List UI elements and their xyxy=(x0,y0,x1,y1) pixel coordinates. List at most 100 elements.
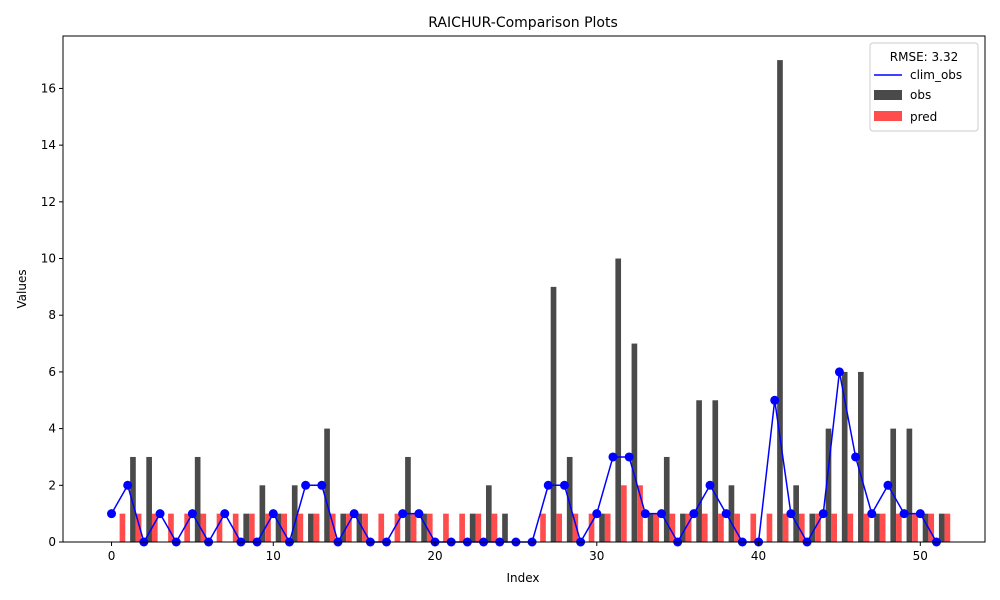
pred-bar xyxy=(410,513,417,542)
clim-obs-point xyxy=(543,480,553,490)
obs-bar xyxy=(615,258,622,542)
pred-bar xyxy=(863,513,870,542)
obs-bar xyxy=(922,513,929,542)
pred-bar xyxy=(750,513,757,542)
pred-bar xyxy=(685,513,692,542)
pred-bar xyxy=(475,513,482,542)
clim-obs-point xyxy=(851,452,861,462)
pred-bar xyxy=(669,513,676,542)
obs-bar xyxy=(874,513,880,542)
pred-bar xyxy=(426,513,433,542)
obs-bar xyxy=(841,371,848,542)
obs-bar xyxy=(938,513,945,542)
obs-bar xyxy=(906,428,913,542)
pred-bar xyxy=(313,513,320,542)
obs-bar xyxy=(858,371,864,542)
obs-bar xyxy=(809,513,816,542)
pred-bar xyxy=(281,513,288,542)
clim-obs-point xyxy=(398,509,408,519)
pred-bar xyxy=(912,513,918,542)
legend-label-clim-obs: clim_obs xyxy=(910,68,962,82)
x-tick-label: 10 xyxy=(266,549,281,563)
pred-bar xyxy=(249,513,255,542)
pred-bar xyxy=(718,513,724,542)
obs-bar xyxy=(243,513,250,542)
pred-bar xyxy=(701,513,708,542)
clim-obs-point xyxy=(721,509,731,519)
obs-bar xyxy=(599,513,605,542)
legend-swatch-obs xyxy=(874,90,902,100)
obs-bar xyxy=(550,286,557,542)
pred-bar xyxy=(572,513,579,542)
clim-obs-point xyxy=(559,480,569,490)
obs-bar xyxy=(890,428,897,542)
clim-obs-point xyxy=(656,509,666,519)
pred-bar xyxy=(621,485,627,542)
y-tick-label: 0 xyxy=(48,535,56,549)
clim-obs-point xyxy=(107,509,117,519)
plot-area xyxy=(107,60,951,547)
legend-box xyxy=(869,42,979,132)
pred-bar xyxy=(443,513,449,542)
clim-obs-point xyxy=(867,509,877,519)
pred-bar xyxy=(604,513,611,542)
chart-title: RAICHUR-Comparison Plots xyxy=(428,15,618,31)
y-axis: 0 2 4 6 8 10 12 14 16 xyxy=(41,81,63,549)
obs-bar xyxy=(647,513,654,542)
legend: RMSE: 3.32 clim_obs obs pred xyxy=(869,42,979,132)
legend-swatch-pred xyxy=(874,111,902,121)
x-tick-label: 40 xyxy=(751,549,766,563)
x-axis-label: Index xyxy=(506,571,539,585)
x-axis: 0 10 20 30 40 50 xyxy=(108,542,928,563)
y-axis-label: Values xyxy=(15,269,29,308)
y-tick-label: 6 xyxy=(48,365,56,379)
clim-obs-point xyxy=(155,509,165,519)
obs-bar xyxy=(308,513,314,542)
pred-bar xyxy=(459,513,465,542)
legend-label-obs: obs xyxy=(910,88,931,102)
pred-bar xyxy=(766,513,773,542)
obs-bar xyxy=(324,428,330,542)
clim-obs-point xyxy=(786,509,796,519)
y-tick-label: 14 xyxy=(41,138,56,152)
clim-obs-point xyxy=(187,509,197,519)
y-tick-label: 2 xyxy=(48,478,56,492)
pred-bar xyxy=(378,513,385,542)
pred-bar xyxy=(151,513,158,542)
obs-bar xyxy=(777,60,783,542)
obs-bar xyxy=(502,513,508,542)
y-tick-label: 16 xyxy=(41,81,56,95)
pred-bar xyxy=(896,513,902,542)
pred-bar xyxy=(346,513,352,542)
obs-bar xyxy=(259,485,266,542)
obs-bar xyxy=(728,485,735,542)
clim-obs-point xyxy=(220,509,230,519)
y-tick-label: 12 xyxy=(41,195,56,209)
pred-bar xyxy=(329,513,336,542)
x-tick-label: 20 xyxy=(427,549,442,563)
obs-bar xyxy=(663,456,670,542)
pred-bar xyxy=(119,513,126,542)
clim-obs-point xyxy=(640,509,650,519)
clim-obs-point xyxy=(268,509,278,519)
pred-bar xyxy=(135,513,142,542)
clim-obs-point xyxy=(770,395,780,405)
clim-obs-point xyxy=(834,367,844,377)
x-tick-label: 0 xyxy=(108,549,116,563)
pred-bar xyxy=(394,513,401,542)
clim-obs-point xyxy=(818,509,828,519)
obs-bar xyxy=(291,485,298,542)
obs-bar xyxy=(712,400,719,542)
pred-bar xyxy=(653,513,660,542)
x-tick-label: 30 xyxy=(589,549,604,563)
clim-obs-point xyxy=(414,509,424,519)
obs-bar xyxy=(469,513,476,542)
pred-bar xyxy=(232,513,239,542)
pred-bar xyxy=(734,513,740,542)
clim-obs-point xyxy=(883,480,893,490)
y-tick-label: 8 xyxy=(48,308,56,322)
pred-bar xyxy=(200,513,207,542)
obs-bar xyxy=(340,513,347,542)
pred-bar xyxy=(362,513,368,542)
pred-bar xyxy=(928,513,935,542)
